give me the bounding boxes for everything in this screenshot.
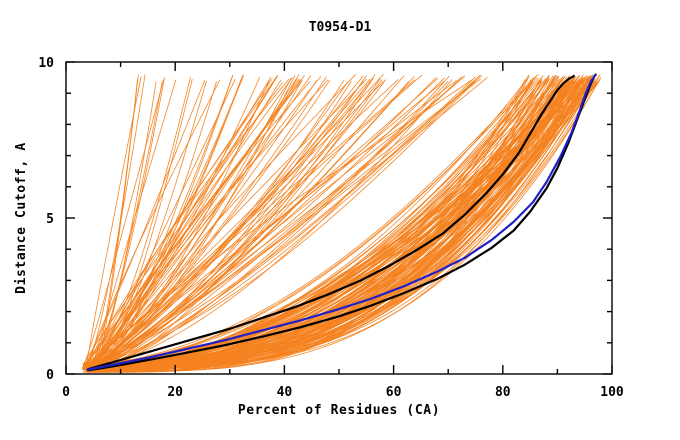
y-tick-label: 0 <box>46 368 54 383</box>
prediction-curve <box>98 78 193 371</box>
x-tick-label: 0 <box>62 385 70 400</box>
prediction-curve <box>97 74 601 371</box>
highlighted-curve <box>86 73 597 371</box>
prediction-curve <box>93 78 371 366</box>
prediction-curve <box>84 77 534 366</box>
axis-tick-labels-group: 0 20 40 60 80 100 0 5 10 <box>38 56 624 400</box>
x-tick-label: 60 <box>386 385 402 400</box>
y-tick-label: 10 <box>38 56 54 71</box>
highlighted-curve-group <box>86 73 597 371</box>
prediction-curve <box>89 76 191 369</box>
y-tick-label: 5 <box>46 212 54 227</box>
prediction-curve <box>98 74 376 365</box>
prediction-curve <box>89 79 301 372</box>
reference-curve <box>86 74 575 371</box>
prediction-curve <box>97 75 466 371</box>
prediction-curve <box>95 79 383 366</box>
prediction-curve <box>85 76 142 371</box>
prediction-curve <box>83 79 164 364</box>
prediction-curve <box>89 79 453 370</box>
prediction-curve <box>96 79 330 369</box>
prediction-curve <box>94 81 163 366</box>
x-tick-label: 40 <box>277 385 293 400</box>
x-axis-label: Percent of Residues (CA) <box>238 403 440 418</box>
plot-frame <box>65 61 613 375</box>
prediction-curve <box>91 79 177 369</box>
prediction-curve <box>89 76 476 365</box>
x-tick-label: 20 <box>167 385 183 400</box>
prediction-curve <box>95 78 481 373</box>
prediction-curve <box>90 80 475 373</box>
x-tick-label: 80 <box>495 385 511 400</box>
prediction-curve <box>94 81 217 366</box>
prediction-curve <box>90 80 207 371</box>
prediction-curve <box>82 80 571 370</box>
prediction-curve <box>97 76 321 364</box>
prediction-curve <box>97 75 233 370</box>
prediction-curve <box>88 78 528 369</box>
prediction-curve <box>95 74 357 373</box>
prediction-curve <box>88 79 591 365</box>
prediction-curve <box>97 81 444 365</box>
x-tick-label: 100 <box>600 385 624 400</box>
prediction-curves-group <box>82 74 602 373</box>
prediction-curve <box>88 76 327 372</box>
prediction-curve <box>82 78 298 369</box>
prediction-curve <box>90 79 236 373</box>
prediction-curve <box>83 80 345 366</box>
prediction-curve <box>86 75 570 368</box>
prediction-curve <box>92 78 138 373</box>
prediction-curve <box>97 76 261 364</box>
prediction-curve <box>85 75 305 366</box>
prediction-curve <box>96 80 588 369</box>
prediction-curve <box>84 74 244 365</box>
prediction-curve <box>91 81 157 373</box>
prediction-curve <box>90 76 575 365</box>
prediction-curve <box>88 78 592 373</box>
prediction-curve <box>88 78 589 371</box>
prediction-curve <box>83 81 283 365</box>
prediction-curve <box>86 74 146 370</box>
prediction-curve <box>84 78 576 373</box>
prediction-curve <box>83 74 384 364</box>
y-axis-label: Distance Cutoff, A <box>14 142 29 294</box>
prediction-curve <box>95 75 450 372</box>
prediction-curve <box>84 79 416 368</box>
prediction-curve <box>89 75 296 366</box>
prediction-curve <box>88 76 560 369</box>
prediction-curve <box>87 79 477 367</box>
prediction-curve <box>92 80 269 365</box>
page-title: T0954-D1 <box>309 20 372 35</box>
prediction-curve <box>86 76 272 371</box>
prediction-curve <box>98 77 293 368</box>
